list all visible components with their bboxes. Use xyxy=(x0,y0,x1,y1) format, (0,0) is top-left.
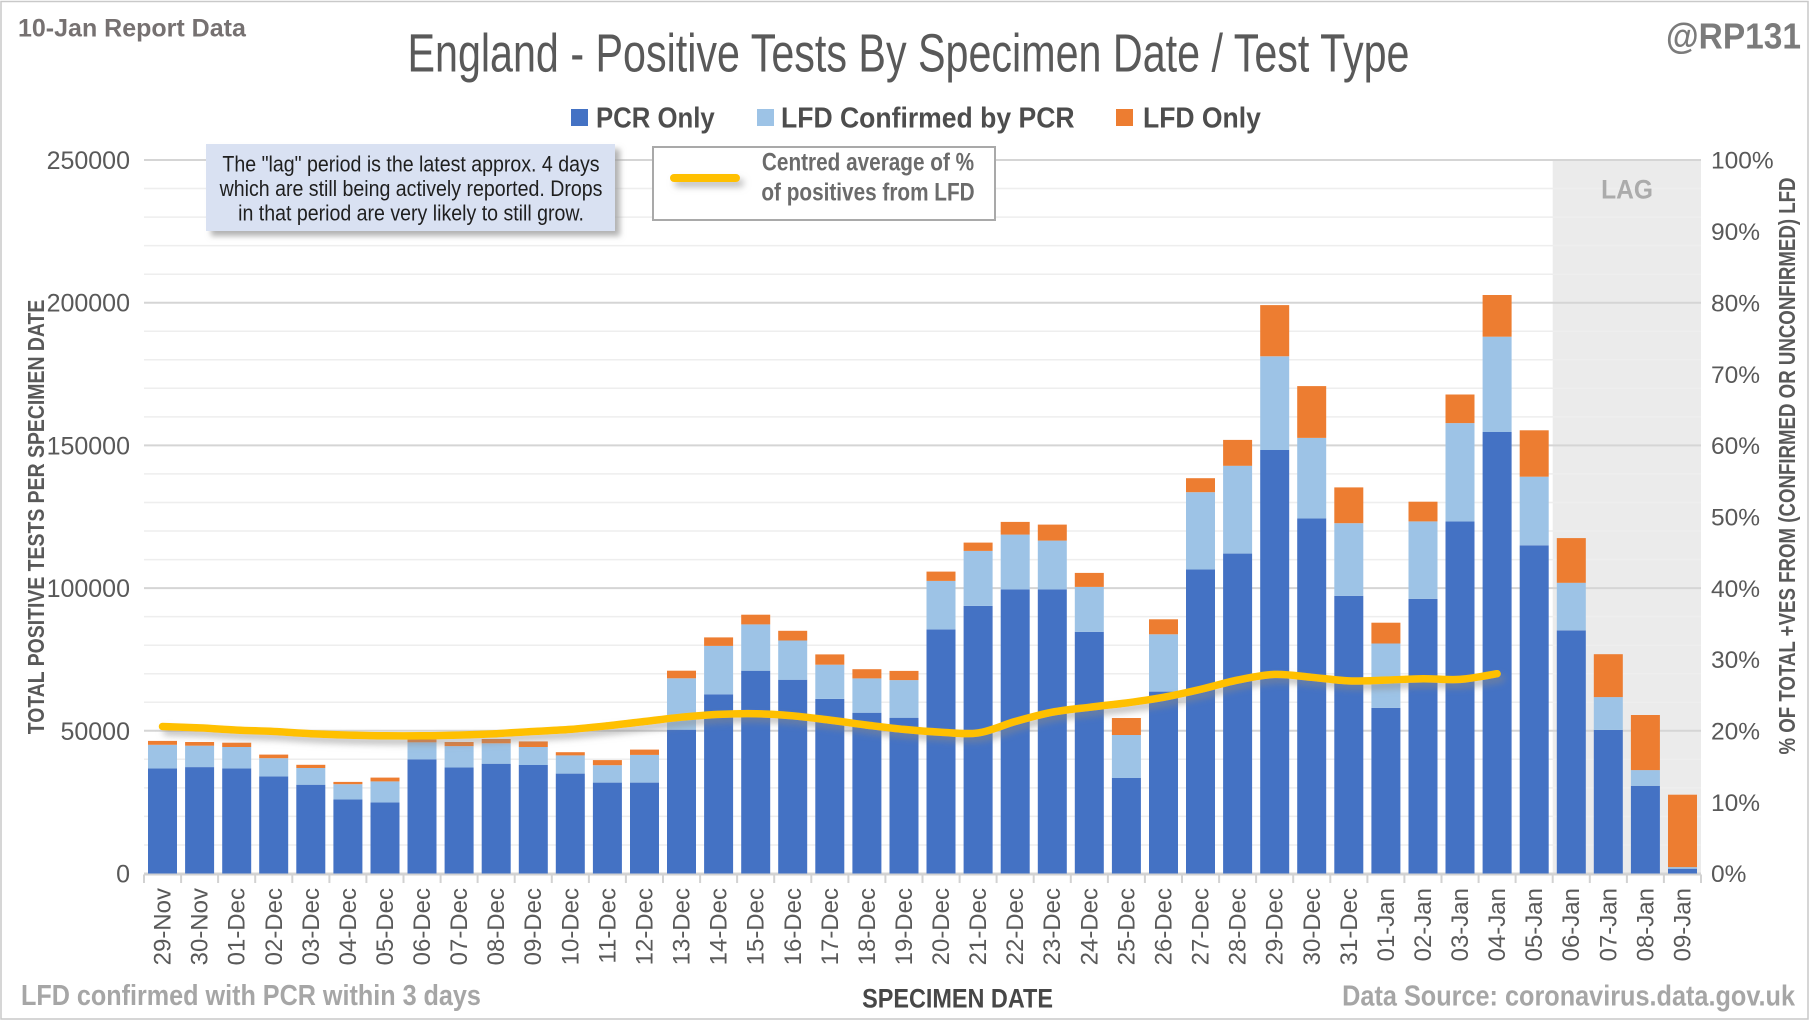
svg-text:150000: 150000 xyxy=(47,432,130,460)
svg-text:100%: 100% xyxy=(1711,148,1774,175)
svg-text:50000: 50000 xyxy=(60,718,130,746)
svg-text:70%: 70% xyxy=(1711,362,1760,389)
svg-text:30-Dec: 30-Dec xyxy=(1299,888,1326,965)
svg-text:20-Dec: 20-Dec xyxy=(928,888,955,965)
svg-text:0%: 0% xyxy=(1711,861,1746,888)
svg-text:18-Dec: 18-Dec xyxy=(854,888,881,965)
svg-text:04-Jan: 04-Jan xyxy=(1484,888,1511,961)
svg-text:01-Jan: 01-Jan xyxy=(1373,888,1400,961)
svg-text:SPECIMEN DATE: SPECIMEN DATE xyxy=(862,984,1053,1014)
svg-text:19-Dec: 19-Dec xyxy=(891,888,918,965)
svg-text:% OF TOTAL +VES FROM (CONFIRME: % OF TOTAL +VES FROM (CONFIRMED OR UNCON… xyxy=(1775,177,1800,754)
svg-text:which are still being actively: which are still being actively reported.… xyxy=(219,177,603,202)
svg-text:07-Dec: 07-Dec xyxy=(446,888,473,965)
svg-text:The "lag" period is the latest: The "lag" period is the latest approx. 4… xyxy=(222,152,599,177)
svg-text:03-Jan: 03-Jan xyxy=(1447,888,1474,961)
svg-text:LAG: LAG xyxy=(1601,175,1653,204)
svg-text:05-Dec: 05-Dec xyxy=(372,888,399,965)
svg-text:TOTAL POSITIVE TESTS PER SPECI: TOTAL POSITIVE TESTS PER SPECIMEN DATE xyxy=(23,300,49,735)
svg-text:LFD confirmed with PCR within: LFD confirmed with PCR within 3 days xyxy=(21,978,481,1011)
svg-text:08-Jan: 08-Jan xyxy=(1632,888,1659,961)
svg-text:29-Dec: 29-Dec xyxy=(1262,888,1289,965)
svg-text:200000: 200000 xyxy=(47,290,130,318)
svg-text:LFD Confirmed by PCR: LFD Confirmed by PCR xyxy=(781,102,1075,134)
svg-text:28-Dec: 28-Dec xyxy=(1225,888,1252,965)
svg-text:25-Dec: 25-Dec xyxy=(1113,888,1140,965)
svg-text:27-Dec: 27-Dec xyxy=(1188,888,1215,965)
svg-text:22-Dec: 22-Dec xyxy=(1002,888,1029,965)
svg-text:England - Positive Tests By Sp: England - Positive Tests By Specimen Dat… xyxy=(407,24,1409,84)
svg-text:30%: 30% xyxy=(1711,647,1760,674)
svg-text:10-Jan Report Data: 10-Jan Report Data xyxy=(18,15,247,43)
svg-text:50%: 50% xyxy=(1711,505,1760,532)
svg-text:06-Jan: 06-Jan xyxy=(1558,888,1585,961)
svg-text:21-Dec: 21-Dec xyxy=(965,888,992,965)
svg-text:90%: 90% xyxy=(1711,219,1760,246)
svg-text:100000: 100000 xyxy=(47,575,130,603)
svg-text:05-Jan: 05-Jan xyxy=(1521,888,1548,961)
svg-text:LFD Only: LFD Only xyxy=(1143,102,1261,134)
svg-text:@RP131: @RP131 xyxy=(1666,17,1801,56)
svg-text:17-Dec: 17-Dec xyxy=(817,888,844,965)
svg-text:06-Dec: 06-Dec xyxy=(409,888,436,965)
svg-text:15-Dec: 15-Dec xyxy=(743,888,770,965)
svg-text:13-Dec: 13-Dec xyxy=(669,888,696,965)
svg-text:60%: 60% xyxy=(1711,433,1760,460)
svg-text:11-Dec: 11-Dec xyxy=(594,888,621,964)
svg-text:02-Jan: 02-Jan xyxy=(1410,888,1437,961)
svg-text:80%: 80% xyxy=(1711,290,1760,317)
svg-text:12-Dec: 12-Dec xyxy=(632,888,659,965)
svg-text:26-Dec: 26-Dec xyxy=(1151,888,1178,965)
svg-text:0: 0 xyxy=(116,861,130,889)
svg-text:Centred average of %: Centred average of % xyxy=(762,148,974,176)
svg-text:30-Nov: 30-Nov xyxy=(187,888,214,965)
svg-text:14-Dec: 14-Dec xyxy=(706,888,733,965)
svg-text:20%: 20% xyxy=(1711,719,1760,746)
svg-text:02-Dec: 02-Dec xyxy=(261,888,288,965)
svg-text:Data Source: coronavirus.data.: Data Source: coronavirus.data.gov.uk xyxy=(1342,979,1796,1012)
svg-text:09-Jan: 09-Jan xyxy=(1670,888,1697,961)
svg-text:PCR Only: PCR Only xyxy=(596,101,715,134)
svg-text:10-Dec: 10-Dec xyxy=(557,888,584,965)
svg-text:03-Dec: 03-Dec xyxy=(298,888,325,965)
svg-text:16-Dec: 16-Dec xyxy=(780,888,807,965)
svg-text:40%: 40% xyxy=(1711,576,1760,603)
svg-text:10%: 10% xyxy=(1711,790,1760,817)
svg-text:23-Dec: 23-Dec xyxy=(1039,888,1066,965)
svg-text:29-Nov: 29-Nov xyxy=(150,888,177,965)
svg-text:09-Dec: 09-Dec xyxy=(520,888,547,965)
svg-text:07-Jan: 07-Jan xyxy=(1595,888,1622,961)
svg-text:24-Dec: 24-Dec xyxy=(1076,888,1103,965)
svg-text:31-Dec: 31-Dec xyxy=(1336,888,1363,965)
svg-text:of positives from LFD: of positives from LFD xyxy=(761,178,974,206)
svg-text:in that period are very likely: in that period are very likely to still … xyxy=(238,201,584,226)
svg-text:08-Dec: 08-Dec xyxy=(483,888,510,965)
svg-text:04-Dec: 04-Dec xyxy=(335,888,362,965)
svg-text:250000: 250000 xyxy=(47,147,130,175)
svg-text:01-Dec: 01-Dec xyxy=(224,888,251,965)
